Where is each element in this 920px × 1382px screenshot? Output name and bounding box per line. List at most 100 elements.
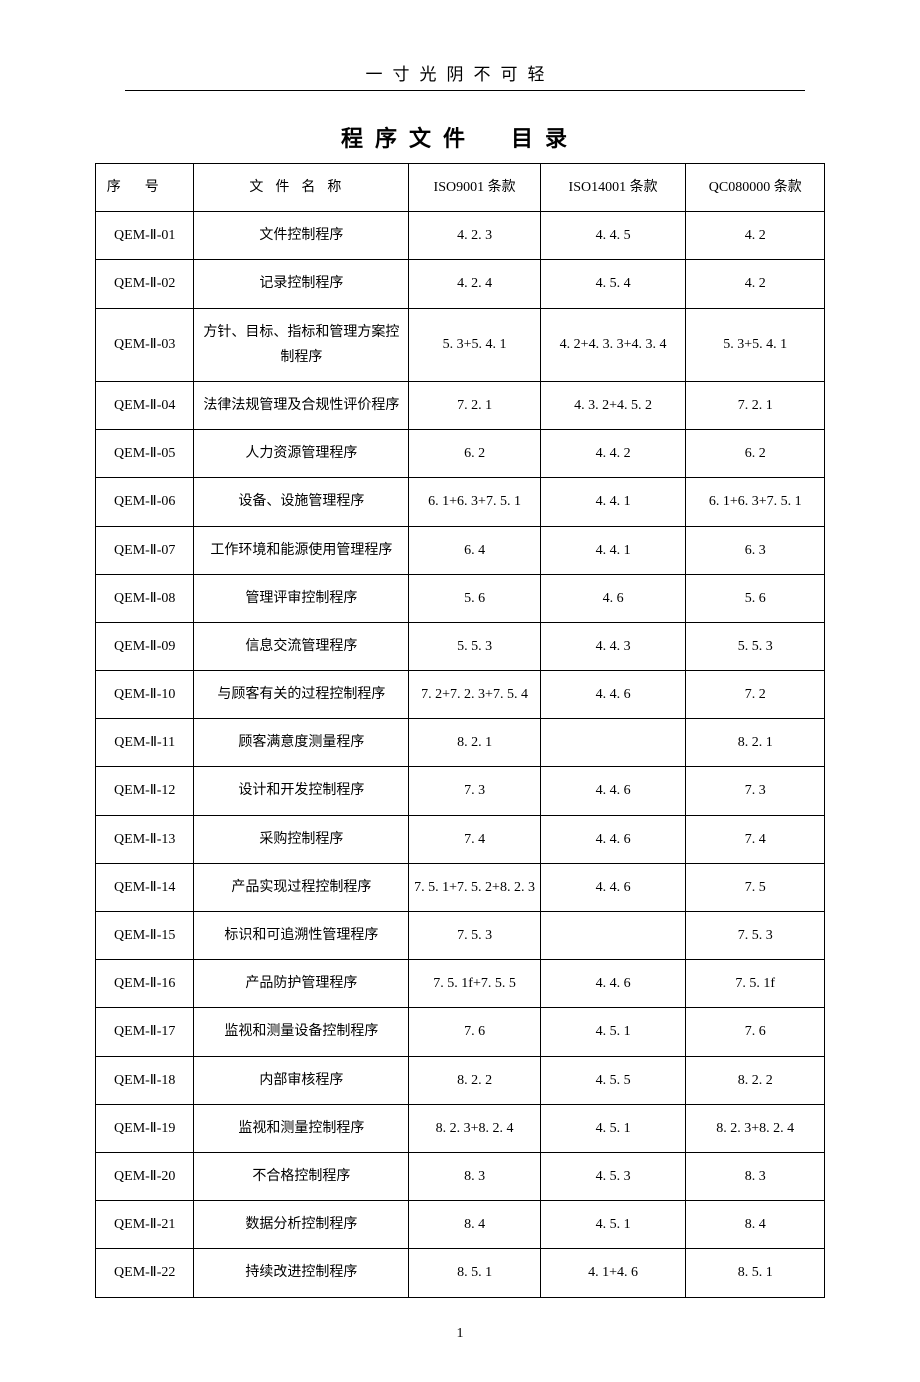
cell-c1: 8. 2. 1 bbox=[409, 719, 540, 767]
cell-name: 工作环境和能源使用管理程序 bbox=[194, 526, 409, 574]
cell-seq: QEM-Ⅱ-18 bbox=[96, 1056, 194, 1104]
cell-c1: 5. 5. 3 bbox=[409, 622, 540, 670]
cell-c1: 8. 2. 2 bbox=[409, 1056, 540, 1104]
cell-seq: QEM-Ⅱ-06 bbox=[96, 478, 194, 526]
cell-c2: 4. 5. 4 bbox=[540, 260, 686, 308]
table-row: QEM-Ⅱ-14产品实现过程控制程序7. 5. 1+7. 5. 2+8. 2. … bbox=[96, 863, 825, 911]
cell-seq: QEM-Ⅱ-12 bbox=[96, 767, 194, 815]
cell-c3: 6. 2 bbox=[686, 430, 825, 478]
cell-name: 设备、设施管理程序 bbox=[194, 478, 409, 526]
cell-c3: 7. 5 bbox=[686, 863, 825, 911]
cell-c2 bbox=[540, 912, 686, 960]
cell-name: 管理评审控制程序 bbox=[194, 574, 409, 622]
cell-c2: 4. 5. 1 bbox=[540, 1104, 686, 1152]
cell-c2: 4. 2+4. 3. 3+4. 3. 4 bbox=[540, 308, 686, 381]
cell-seq: QEM-Ⅱ-02 bbox=[96, 260, 194, 308]
cell-c1: 8. 4 bbox=[409, 1201, 540, 1249]
cell-seq: QEM-Ⅱ-03 bbox=[96, 308, 194, 381]
cell-c3: 5. 6 bbox=[686, 574, 825, 622]
table-row: QEM-Ⅱ-15标识和可追溯性管理程序7. 5. 37. 5. 3 bbox=[96, 912, 825, 960]
cell-c2: 4. 4. 6 bbox=[540, 960, 686, 1008]
cell-c3: 4. 2 bbox=[686, 260, 825, 308]
cell-name: 持续改进控制程序 bbox=[194, 1249, 409, 1297]
cell-seq: QEM-Ⅱ-16 bbox=[96, 960, 194, 1008]
procedure-table: 序号 文件名称 ISO9001 条款 ISO14001 条款 QC080000 … bbox=[95, 163, 825, 1298]
cell-c2: 4. 4. 6 bbox=[540, 815, 686, 863]
cell-c1: 7. 2+7. 2. 3+7. 5. 4 bbox=[409, 671, 540, 719]
cell-c1: 8. 3 bbox=[409, 1152, 540, 1200]
cell-c2: 4. 4. 5 bbox=[540, 212, 686, 260]
cell-seq: QEM-Ⅱ-11 bbox=[96, 719, 194, 767]
cell-c3: 4. 2 bbox=[686, 212, 825, 260]
cell-c2: 4. 4. 6 bbox=[540, 671, 686, 719]
table-header-row: 序号 文件名称 ISO9001 条款 ISO14001 条款 QC080000 … bbox=[96, 164, 825, 212]
cell-c1: 6. 1+6. 3+7. 5. 1 bbox=[409, 478, 540, 526]
cell-c2: 4. 4. 3 bbox=[540, 622, 686, 670]
cell-c1: 7. 4 bbox=[409, 815, 540, 863]
cell-c3: 7. 3 bbox=[686, 767, 825, 815]
cell-name: 人力资源管理程序 bbox=[194, 430, 409, 478]
cell-name: 方针、目标、指标和管理方案控制程序 bbox=[194, 308, 409, 381]
cell-c1: 4. 2. 4 bbox=[409, 260, 540, 308]
cell-c3: 7. 2 bbox=[686, 671, 825, 719]
cell-seq: QEM-Ⅱ-15 bbox=[96, 912, 194, 960]
cell-seq: QEM-Ⅱ-05 bbox=[96, 430, 194, 478]
header-iso9001: ISO9001 条款 bbox=[409, 164, 540, 212]
cell-name: 数据分析控制程序 bbox=[194, 1201, 409, 1249]
cell-seq: QEM-Ⅱ-01 bbox=[96, 212, 194, 260]
header-seq: 序号 bbox=[96, 164, 194, 212]
cell-c2: 4. 4. 1 bbox=[540, 526, 686, 574]
cell-c1: 4. 2. 3 bbox=[409, 212, 540, 260]
table-row: QEM-Ⅱ-19监视和测量控制程序8. 2. 3+8. 2. 44. 5. 18… bbox=[96, 1104, 825, 1152]
cell-c3: 7. 2. 1 bbox=[686, 381, 825, 429]
cell-name: 标识和可追溯性管理程序 bbox=[194, 912, 409, 960]
table-row: QEM-Ⅱ-21数据分析控制程序8. 44. 5. 18. 4 bbox=[96, 1201, 825, 1249]
cell-c1: 5. 6 bbox=[409, 574, 540, 622]
cell-name: 顾客满意度测量程序 bbox=[194, 719, 409, 767]
cell-name: 信息交流管理程序 bbox=[194, 622, 409, 670]
table-head: 序号 文件名称 ISO9001 条款 ISO14001 条款 QC080000 … bbox=[96, 164, 825, 212]
table-row: QEM-Ⅱ-09信息交流管理程序5. 5. 34. 4. 35. 5. 3 bbox=[96, 622, 825, 670]
cell-c1: 7. 3 bbox=[409, 767, 540, 815]
cell-c1: 8. 2. 3+8. 2. 4 bbox=[409, 1104, 540, 1152]
cell-seq: QEM-Ⅱ-22 bbox=[96, 1249, 194, 1297]
cell-name: 内部审核程序 bbox=[194, 1056, 409, 1104]
table-row: QEM-Ⅱ-04法律法规管理及合规性评价程序7. 2. 14. 3. 2+4. … bbox=[96, 381, 825, 429]
cell-seq: QEM-Ⅱ-04 bbox=[96, 381, 194, 429]
cell-c3: 5. 5. 3 bbox=[686, 622, 825, 670]
table-row: QEM-Ⅱ-16产品防护管理程序7. 5. 1f+7. 5. 54. 4. 67… bbox=[96, 960, 825, 1008]
cell-c2: 4. 5. 3 bbox=[540, 1152, 686, 1200]
table-row: QEM-Ⅱ-11顾客满意度测量程序8. 2. 18. 2. 1 bbox=[96, 719, 825, 767]
cell-c2: 4. 3. 2+4. 5. 2 bbox=[540, 381, 686, 429]
cell-seq: QEM-Ⅱ-20 bbox=[96, 1152, 194, 1200]
cell-c3: 7. 6 bbox=[686, 1008, 825, 1056]
cell-name: 不合格控制程序 bbox=[194, 1152, 409, 1200]
cell-seq: QEM-Ⅱ-07 bbox=[96, 526, 194, 574]
cell-c3: 8. 5. 1 bbox=[686, 1249, 825, 1297]
table-row: QEM-Ⅱ-20不合格控制程序8. 34. 5. 38. 3 bbox=[96, 1152, 825, 1200]
table-row: QEM-Ⅱ-07工作环境和能源使用管理程序6. 44. 4. 16. 3 bbox=[96, 526, 825, 574]
cell-c1: 6. 4 bbox=[409, 526, 540, 574]
table-row: QEM-Ⅱ-10与顾客有关的过程控制程序7. 2+7. 2. 3+7. 5. 4… bbox=[96, 671, 825, 719]
table-row: QEM-Ⅱ-05人力资源管理程序6. 24. 4. 26. 2 bbox=[96, 430, 825, 478]
cell-c1: 6. 2 bbox=[409, 430, 540, 478]
cell-c1: 7. 5. 1+7. 5. 2+8. 2. 3 bbox=[409, 863, 540, 911]
page-header-text: 一寸光阴不可轻 bbox=[95, 60, 825, 85]
table-row: QEM-Ⅱ-12设计和开发控制程序7. 34. 4. 67. 3 bbox=[96, 767, 825, 815]
cell-c2: 4. 5. 5 bbox=[540, 1056, 686, 1104]
cell-c2: 4. 4. 1 bbox=[540, 478, 686, 526]
cell-c2: 4. 6 bbox=[540, 574, 686, 622]
cell-name: 与顾客有关的过程控制程序 bbox=[194, 671, 409, 719]
cell-seq: QEM-Ⅱ-09 bbox=[96, 622, 194, 670]
header-iso14001: ISO14001 条款 bbox=[540, 164, 686, 212]
cell-name: 产品实现过程控制程序 bbox=[194, 863, 409, 911]
cell-name: 文件控制程序 bbox=[194, 212, 409, 260]
cell-c3: 7. 4 bbox=[686, 815, 825, 863]
cell-seq: QEM-Ⅱ-21 bbox=[96, 1201, 194, 1249]
cell-c1: 7. 5. 1f+7. 5. 5 bbox=[409, 960, 540, 1008]
table-row: QEM-Ⅱ-03方针、目标、指标和管理方案控制程序 5. 3+5. 4. 14. … bbox=[96, 308, 825, 381]
cell-c3: 8. 2. 2 bbox=[686, 1056, 825, 1104]
page-title: 程序文件 目录 bbox=[95, 121, 825, 153]
cell-c3: 5. 3+5. 4. 1 bbox=[686, 308, 825, 381]
cell-c3: 7. 5. 3 bbox=[686, 912, 825, 960]
